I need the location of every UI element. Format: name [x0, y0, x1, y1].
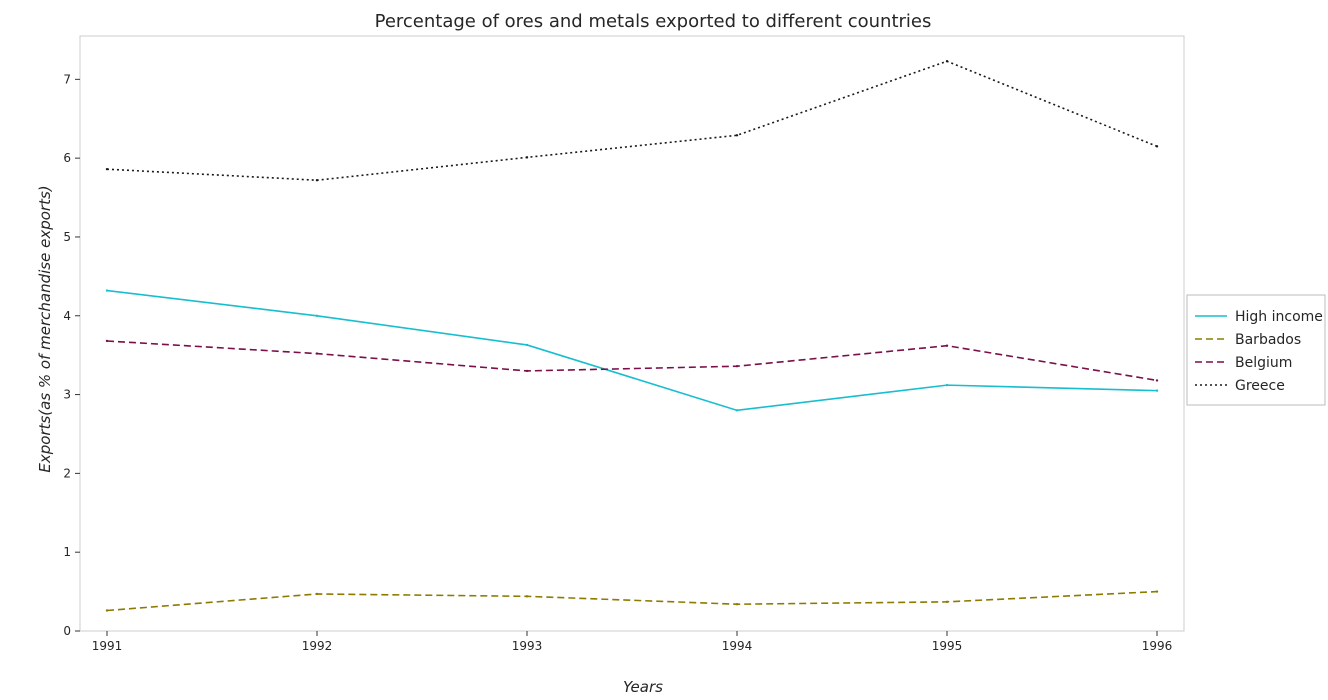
- chart-title: Percentage of ores and metals exported t…: [375, 11, 932, 32]
- x-axis-title: Years: [623, 678, 663, 696]
- x-tick-label: 1993: [512, 639, 543, 653]
- x-tick-label: 1994: [722, 639, 753, 653]
- x-axis: 1991 1992 1993 1994 1995 1996: [92, 631, 1173, 653]
- series-layer: [105, 60, 1159, 612]
- data-point: [1155, 379, 1159, 382]
- data-point: [105, 339, 109, 343]
- data-point: [735, 603, 739, 606]
- data-point: [735, 409, 739, 412]
- series-line-belgium: [106, 340, 1158, 382]
- x-tick-label: 1992: [302, 639, 333, 653]
- data-point: [315, 179, 319, 182]
- data-point: [735, 365, 739, 368]
- data-point: [1155, 145, 1159, 148]
- plot-frame: [79, 35, 1185, 632]
- data-point: [735, 134, 739, 137]
- legend-label: Greece: [1235, 378, 1285, 394]
- data-point: [945, 383, 949, 387]
- data-point: [315, 592, 319, 596]
- data-point: [105, 609, 109, 612]
- data-point: [1155, 389, 1159, 392]
- data-point: [525, 343, 529, 347]
- data-point: [525, 156, 529, 159]
- y-tick-label: 7: [63, 72, 71, 86]
- y-tick-label: 4: [63, 309, 71, 323]
- y-tick-label: 6: [63, 151, 71, 165]
- data-point: [945, 344, 949, 347]
- data-point: [105, 167, 109, 171]
- legend-label: Belgium: [1235, 355, 1292, 371]
- x-tick-label: 1996: [1142, 639, 1173, 653]
- x-tick-label: 1991: [92, 639, 123, 653]
- x-tick-label: 1995: [932, 639, 963, 653]
- data-point: [315, 314, 319, 317]
- legend-label: Barbados: [1235, 332, 1301, 348]
- series-line-greece: [106, 60, 1158, 182]
- y-axis: 0 1 2 3 4 5 6 7: [63, 72, 80, 638]
- y-tick-label: 2: [63, 466, 71, 480]
- y-tick-label: 1: [63, 545, 71, 559]
- y-tick-label: 0: [63, 624, 71, 638]
- data-point: [945, 60, 949, 63]
- series-line-barbados: [106, 590, 1158, 612]
- y-tick-label: 5: [63, 230, 71, 244]
- data-point: [105, 289, 109, 292]
- data-point: [315, 352, 319, 355]
- y-axis-title: Exports(as % of merchandise exports): [36, 185, 54, 472]
- legend-label: High income: [1235, 309, 1323, 325]
- series-line-high-income: [106, 289, 1158, 412]
- data-point: [525, 369, 529, 373]
- legend-box: [1186, 294, 1326, 406]
- legend: High income Barbados Belgium Greece: [1186, 294, 1326, 406]
- data-point: [525, 595, 529, 598]
- data-point: [945, 600, 949, 604]
- y-tick-label: 3: [63, 388, 71, 402]
- data-point: [1155, 590, 1159, 593]
